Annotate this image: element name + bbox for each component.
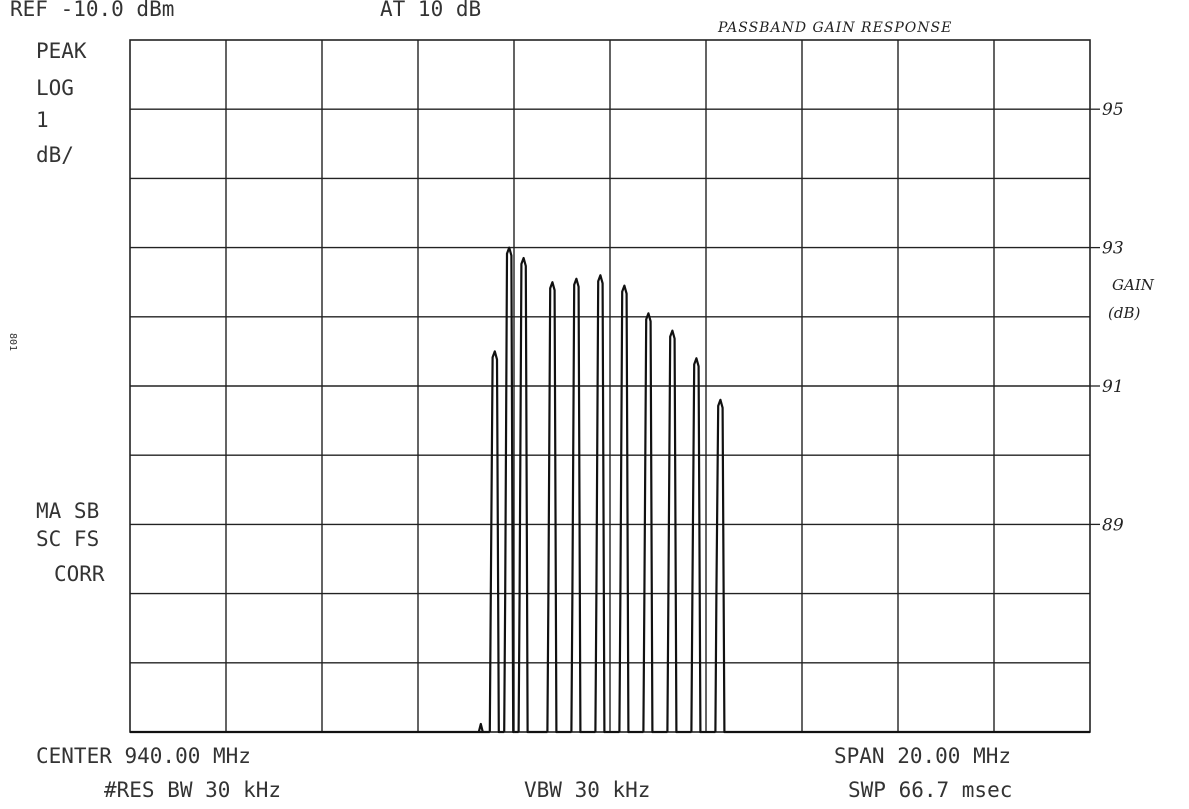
detector-label: PEAK [36, 39, 87, 63]
gain-tick-label: 89 [1102, 515, 1124, 535]
gain-axis: 95 93 91 89 [1090, 100, 1124, 535]
scale-unit-label: dB/ [36, 143, 74, 167]
gain-tick-label: 91 [1102, 377, 1124, 397]
trace-peak [517, 256, 529, 734]
scale-type-label: LOG [36, 76, 74, 100]
vbw-label: VBW 30 kHz [524, 778, 650, 802]
span-label: SPAN 20.00 MHz [834, 744, 1011, 768]
margin-mark: 801 [7, 333, 18, 351]
trace-peak [570, 277, 582, 734]
attenuation-label: AT 10 dB [380, 0, 481, 21]
res-bw-label: #RES BW 30 kHz [104, 778, 281, 802]
graticule [130, 40, 1090, 732]
trace-blip [477, 722, 484, 733]
trace-peak [690, 357, 702, 734]
status-line-3: CORR [54, 562, 105, 586]
ref-level-label: REF -10.0 dBm [10, 0, 174, 21]
trace-layer [130, 246, 1090, 734]
trace-peak [503, 246, 515, 734]
gain-tick-label: 93 [1102, 239, 1124, 259]
trace-peak [546, 281, 558, 734]
scale-value-label: 1 [36, 108, 49, 132]
chart-title: PASSBAND GAIN RESPONSE [717, 20, 952, 36]
trace-peak [714, 398, 726, 734]
status-line-1: MA SB [36, 499, 99, 523]
trace-peak [594, 274, 606, 734]
trace-peak [666, 329, 678, 734]
trace-peak [618, 284, 630, 734]
sweep-time-label: SWP 66.7 msec [848, 778, 1012, 802]
status-line-2: SC FS [36, 527, 99, 551]
center-frequency-label: CENTER 940.00 MHz [36, 744, 251, 768]
gain-axis-label-line2: (dB) [1108, 304, 1140, 322]
trace-peak [488, 350, 500, 734]
trace-peak [642, 312, 654, 734]
gain-tick-label: 95 [1102, 100, 1124, 120]
gain-axis-label-line1: GAIN [1112, 276, 1155, 294]
